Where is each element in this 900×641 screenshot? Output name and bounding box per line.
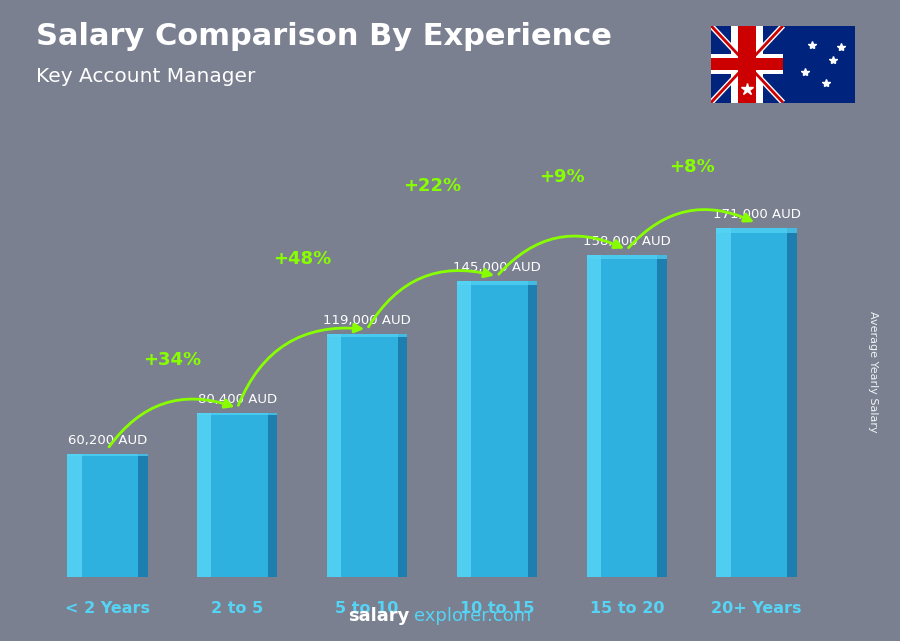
Text: 15 to 20: 15 to 20 — [590, 601, 664, 616]
Text: +34%: +34% — [143, 351, 202, 369]
Bar — [197, 413, 277, 415]
Bar — [711, 54, 783, 74]
Text: 5 to 10: 5 to 10 — [336, 601, 399, 616]
Bar — [398, 335, 408, 577]
Text: Salary Comparison By Experience: Salary Comparison By Experience — [36, 22, 612, 51]
Bar — [587, 255, 667, 577]
Text: Key Account Manager: Key Account Manager — [36, 67, 256, 87]
Text: 80,400 AUD: 80,400 AUD — [198, 393, 277, 406]
Bar — [716, 228, 796, 577]
Text: 171,000 AUD: 171,000 AUD — [713, 208, 800, 221]
Bar — [731, 26, 763, 103]
Bar — [738, 26, 756, 103]
Bar — [788, 228, 796, 577]
Bar — [716, 228, 731, 577]
Text: Average Yearly Salary: Average Yearly Salary — [868, 311, 878, 433]
Text: +48%: +48% — [273, 250, 331, 268]
Text: < 2 Years: < 2 Years — [65, 601, 150, 616]
Text: +22%: +22% — [403, 176, 461, 195]
Text: 20+ Years: 20+ Years — [711, 601, 802, 616]
Bar — [456, 281, 537, 577]
Bar — [68, 454, 82, 577]
Bar — [327, 335, 408, 337]
Bar — [456, 281, 472, 577]
Text: 158,000 AUD: 158,000 AUD — [583, 235, 670, 248]
Bar — [197, 413, 277, 577]
Bar — [138, 454, 148, 577]
Text: 2 to 5: 2 to 5 — [212, 601, 264, 616]
Bar — [197, 413, 211, 577]
Bar — [711, 58, 783, 71]
Bar — [456, 281, 537, 285]
Text: 119,000 AUD: 119,000 AUD — [323, 314, 411, 328]
Bar — [716, 228, 796, 233]
Text: 145,000 AUD: 145,000 AUD — [453, 262, 541, 274]
Bar — [587, 255, 667, 259]
Text: explorer.com: explorer.com — [414, 608, 531, 626]
Bar — [657, 255, 667, 577]
Bar — [527, 281, 537, 577]
Text: 10 to 15: 10 to 15 — [460, 601, 535, 616]
Bar — [68, 454, 148, 577]
Bar — [327, 335, 408, 577]
Text: 60,200 AUD: 60,200 AUD — [68, 434, 147, 447]
Text: +8%: +8% — [669, 158, 715, 176]
Bar — [68, 454, 148, 456]
Bar — [587, 255, 601, 577]
Bar — [268, 413, 277, 577]
Bar — [327, 335, 341, 577]
Text: +9%: +9% — [539, 169, 585, 187]
Text: salary: salary — [348, 608, 410, 626]
